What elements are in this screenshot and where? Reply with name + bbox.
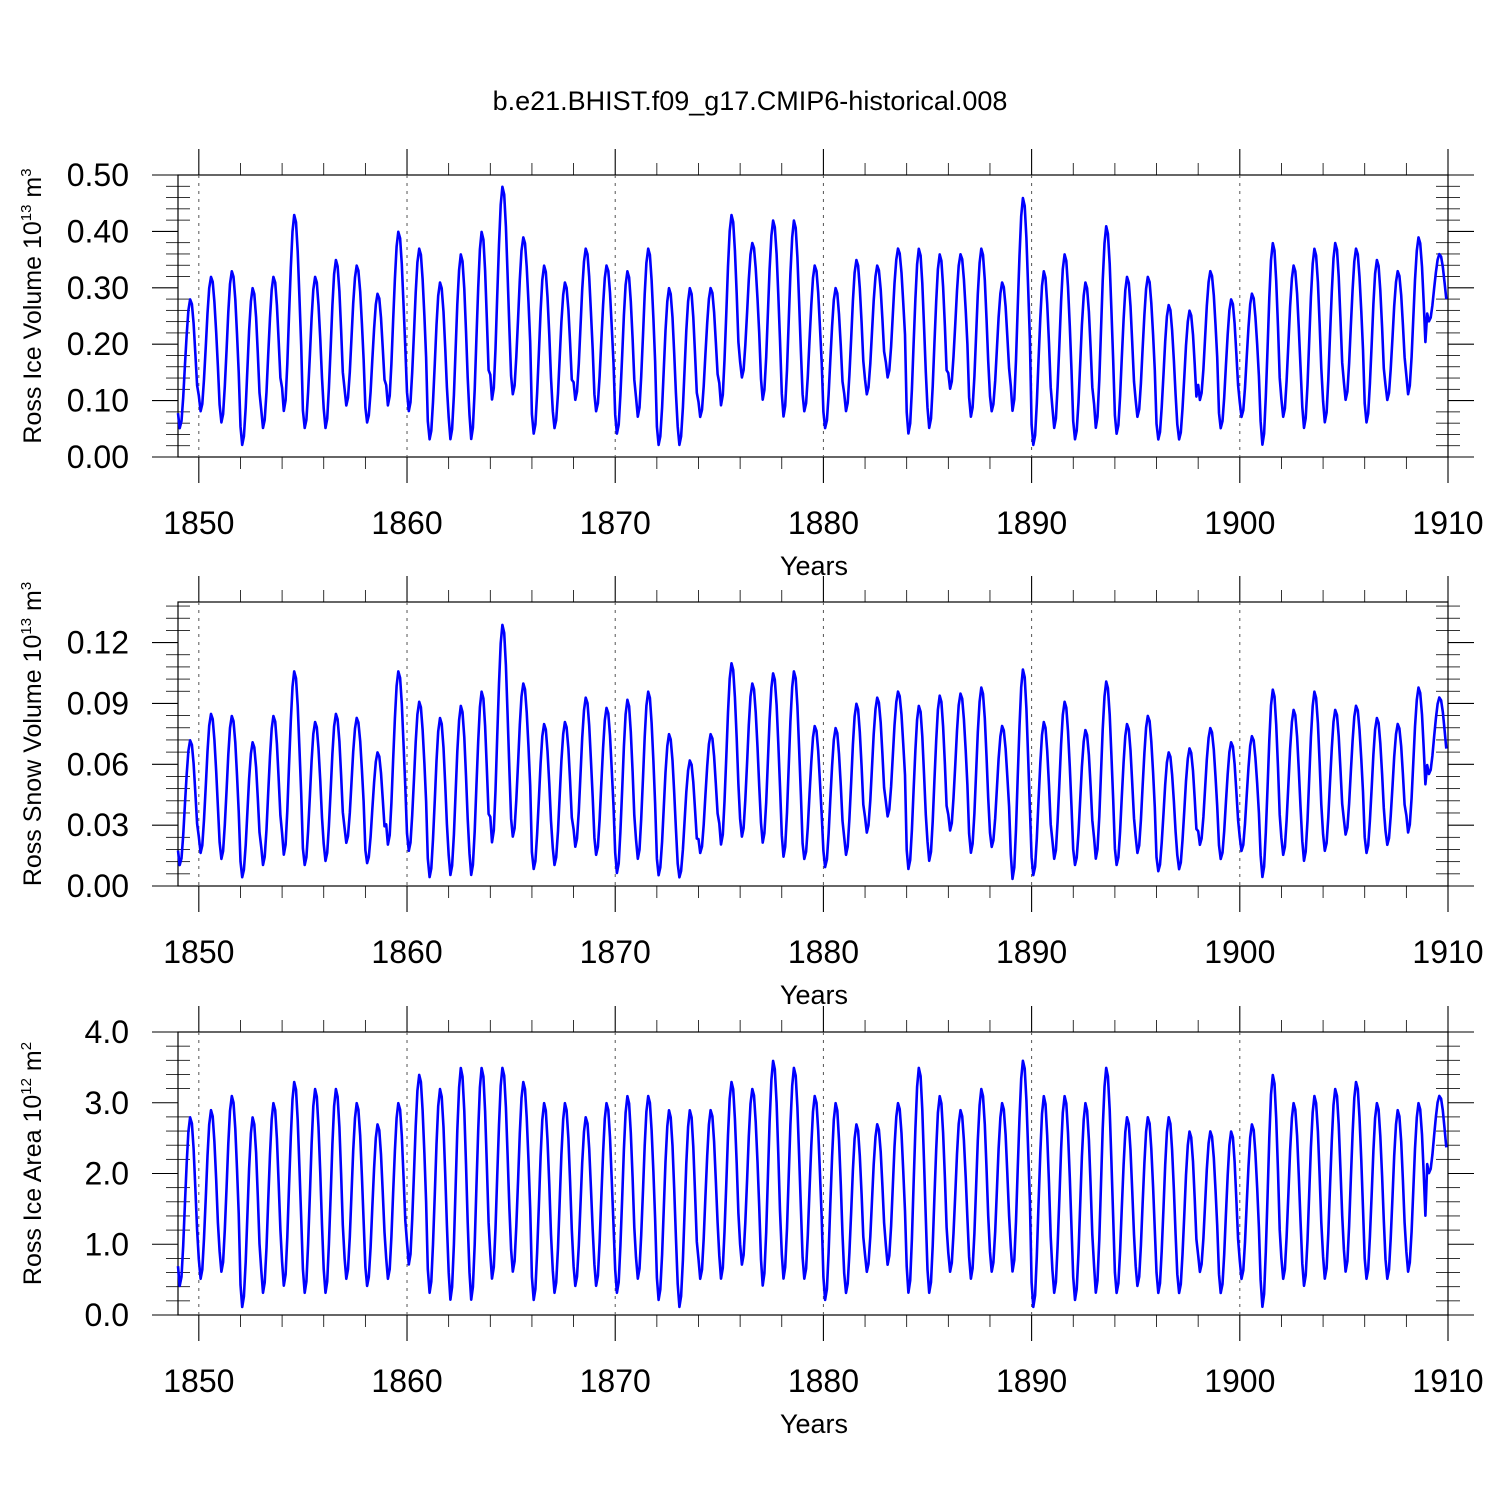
y-tick-label: 0.30 (67, 270, 129, 306)
x-tick-label: 1900 (1204, 1363, 1275, 1399)
x-tick-label: 1890 (996, 505, 1067, 541)
y-axis-label: Ross Snow Volume 1013 m3 (18, 582, 47, 886)
x-tick-label: 1860 (371, 505, 442, 541)
x-tick-label: 1910 (1412, 934, 1483, 970)
x-tick-label: 1890 (996, 934, 1067, 970)
x-tick-label: 1870 (580, 1363, 651, 1399)
y-tick-label: 0.40 (67, 213, 129, 249)
x-tick-label: 1910 (1412, 1363, 1483, 1399)
panel-2: 1850 1860 1870 1880 1890 1900 1910 Years 0.00 0.0… (18, 576, 1484, 1010)
x-tick-label: 1890 (996, 1363, 1067, 1399)
y-axis-label-unit-exponent: 3 (18, 168, 35, 176)
y-axis-label: Ross Ice Volume 1013 m3 (18, 168, 47, 443)
figure-title: b.e21.BHIST.f09_g17.CMIP6-historical.008 (493, 86, 1008, 116)
x-tick-label: 1870 (580, 505, 651, 541)
x-tick-label: 1860 (371, 934, 442, 970)
y-axis-label: Ross Ice Area 1012 m2 (18, 1042, 47, 1285)
y-axis-label-unit: m (19, 590, 47, 618)
y-tick-label: 0.09 (67, 685, 129, 721)
plot-frame (177, 601, 1449, 887)
x-tick-label: 1880 (788, 505, 859, 541)
series-line-ross-ice-volume (176, 185, 1448, 447)
x-tick-label: 1850 (163, 505, 234, 541)
y-axis-label-text: Ross Ice Volume 10 (19, 221, 47, 443)
x-tick-label: 1850 (163, 934, 234, 970)
x-axis-label: Years (780, 980, 848, 1010)
y-tick-label: 0.12 (67, 625, 129, 661)
y-tick-label: 1.0 (85, 1226, 129, 1262)
plot-frame (177, 174, 1449, 458)
x-tick-label: 1880 (788, 1363, 859, 1399)
y-tick-label: 0.00 (67, 868, 129, 904)
y-axis-label-exponent: 13 (18, 205, 35, 222)
panels: 1850 1860 1870 1880 1890 1900 1910 Years 0.00 0.1… (18, 149, 1484, 1439)
y-axis-label-exponent: 13 (18, 618, 35, 635)
x-tick-label: 1880 (788, 934, 859, 970)
y-tick-label: 2.0 (85, 1156, 129, 1192)
y-axis-label-unit: m (19, 1050, 47, 1078)
x-tick-label: 1870 (580, 934, 651, 970)
y-tick-label: 0.06 (67, 746, 129, 782)
series-line-ross-snow-volume (176, 623, 1448, 881)
y-tick-label: 0.10 (67, 383, 129, 419)
panel-3: 1850 1860 1870 1880 1890 1900 1910 Years 0.0 1.0 2… (18, 1006, 1484, 1439)
y-tick-label: 3.0 (85, 1085, 129, 1121)
y-tick-label: 0.00 (67, 439, 129, 475)
y-axis-label-exponent: 12 (18, 1078, 35, 1095)
y-axis-label-text: Ross Snow Volume 10 (19, 635, 47, 887)
x-axis-label: Years (780, 551, 848, 581)
x-tick-label: 1900 (1204, 934, 1275, 970)
y-axis-label-unit-exponent: 3 (18, 582, 35, 590)
y-axis-label-text: Ross Ice Area 10 (19, 1095, 47, 1285)
x-tick-label: 1850 (163, 1363, 234, 1399)
y-axis-label-unit: m (19, 177, 47, 205)
x-tick-label: 1910 (1412, 505, 1483, 541)
x-axis-label: Years (780, 1409, 848, 1439)
y-tick-label: 4.0 (85, 1014, 129, 1050)
y-tick-label: 0.03 (67, 807, 129, 843)
y-tick-label: 0.20 (67, 326, 129, 362)
x-tick-label: 1860 (371, 1363, 442, 1399)
x-tick-label: 1900 (1204, 505, 1275, 541)
y-tick-label: 0.0 (85, 1297, 129, 1333)
y-axis-label-unit-exponent: 2 (18, 1042, 35, 1050)
series-line-ross-ice-area (176, 1059, 1448, 1309)
panel-1: 1850 1860 1870 1880 1890 1900 1910 Years 0.00 0.1… (18, 149, 1484, 581)
y-tick-label: 0.50 (67, 157, 129, 193)
